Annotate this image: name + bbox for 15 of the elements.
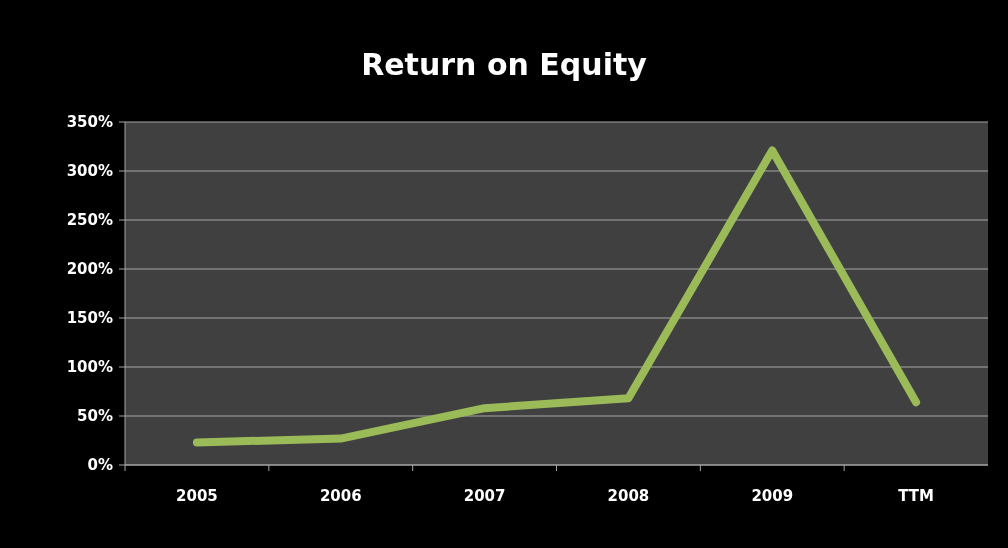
x-tick-label: 2009 xyxy=(751,487,794,505)
y-tick-label: 300% xyxy=(66,162,113,181)
x-tick-label: 2007 xyxy=(463,487,506,505)
y-tick-label: 150% xyxy=(66,309,113,328)
chart-title: Return on Equity xyxy=(361,47,648,82)
y-tick-label: 100% xyxy=(66,358,113,377)
y-tick-label: 350% xyxy=(66,113,113,132)
y-tick-label: 200% xyxy=(66,260,113,279)
y-tick-label: 250% xyxy=(66,211,113,230)
x-tick-label: 2008 xyxy=(607,487,650,505)
y-tick-label: 50% xyxy=(77,407,113,426)
x-tick-label: TTM xyxy=(898,487,934,505)
x-tick-label: 2005 xyxy=(176,487,218,505)
x-tick-label: 2006 xyxy=(319,487,362,505)
y-tick-label: 0% xyxy=(87,456,113,475)
